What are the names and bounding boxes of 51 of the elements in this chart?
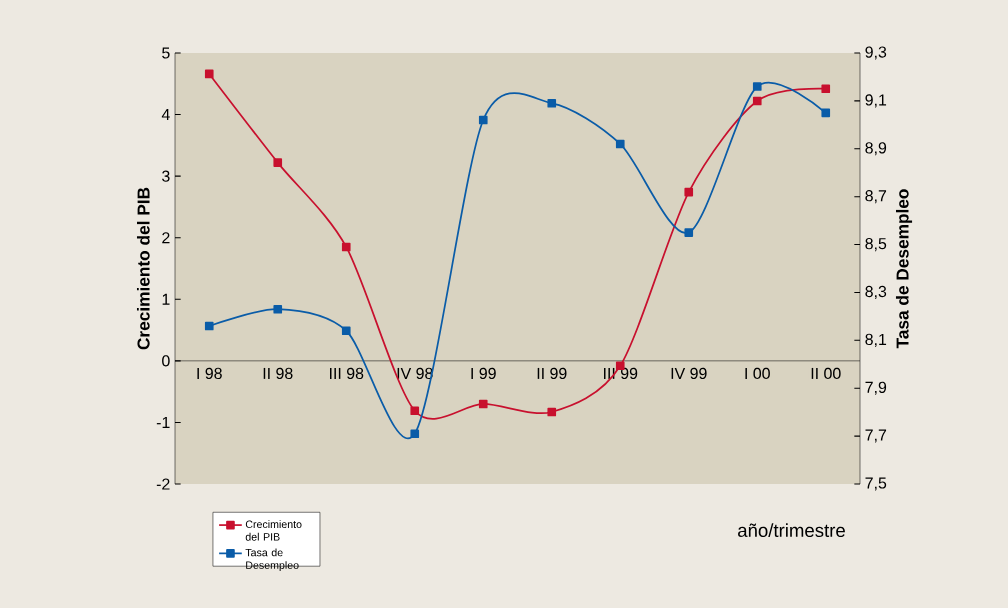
y2-tick-label: 8,3 <box>865 285 887 300</box>
x-tick-label: II 00 <box>811 367 841 380</box>
point <box>273 158 283 167</box>
point <box>821 84 831 94</box>
point <box>615 139 625 149</box>
x-tick-label: I 99 <box>471 367 496 380</box>
y-tick-label: 4 <box>161 109 170 121</box>
point <box>821 108 831 118</box>
y-axis-title: Crecimiento del PIB <box>136 187 150 350</box>
legend-label: Tasa de Desempleo <box>245 548 299 572</box>
point <box>410 406 420 416</box>
y2-tick-label: 7,9 <box>865 381 887 395</box>
y-tick-label: 2 <box>162 232 170 244</box>
point <box>547 407 557 417</box>
point <box>478 115 488 125</box>
y2-tick-label: 8,9 <box>865 142 887 156</box>
point <box>478 399 488 409</box>
legend-label: Crecimiento del PIB <box>245 520 302 541</box>
x-tick-label: III 98 <box>330 367 364 380</box>
x-tick-label: IV 99 <box>671 367 707 380</box>
x-axis-title: año/trimestre <box>738 523 845 538</box>
point <box>341 242 351 252</box>
y2-tick-label: 8,1 <box>865 333 887 347</box>
point <box>273 304 283 314</box>
point <box>752 96 762 106</box>
y2-tick-label: 8,5 <box>865 237 887 252</box>
y-tick-label: 1 <box>162 293 170 305</box>
x-tick-label: I 98 <box>197 367 222 380</box>
y-tick-label: 5 <box>162 47 170 59</box>
x-tick-label: II 98 <box>263 367 293 380</box>
y-tick-label: -2 <box>156 478 170 490</box>
y2-tick-label: 7,7 <box>865 429 887 443</box>
x-tick-label: II 99 <box>537 367 567 380</box>
y2-tick-label: 7,5 <box>865 477 887 491</box>
y-tick-label: 0 <box>162 355 170 367</box>
x-tick-label: III 99 <box>604 367 638 380</box>
y2-tick-label: 9,1 <box>865 94 887 108</box>
point <box>684 228 694 237</box>
y-tick-label: 3 <box>162 170 170 182</box>
point <box>547 98 557 108</box>
point <box>752 82 762 91</box>
y2-tick-label: 8,7 <box>865 190 887 204</box>
point <box>410 429 420 439</box>
y2-axis-title: Tasa de Desempleo <box>895 189 913 349</box>
point <box>204 321 214 331</box>
point <box>204 69 214 79</box>
point <box>341 326 351 336</box>
x-tick-label: I 00 <box>745 367 770 380</box>
point <box>684 187 694 197</box>
y2-tick-label: 9,3 <box>865 46 887 60</box>
y-tick-label: -1 <box>156 416 170 428</box>
